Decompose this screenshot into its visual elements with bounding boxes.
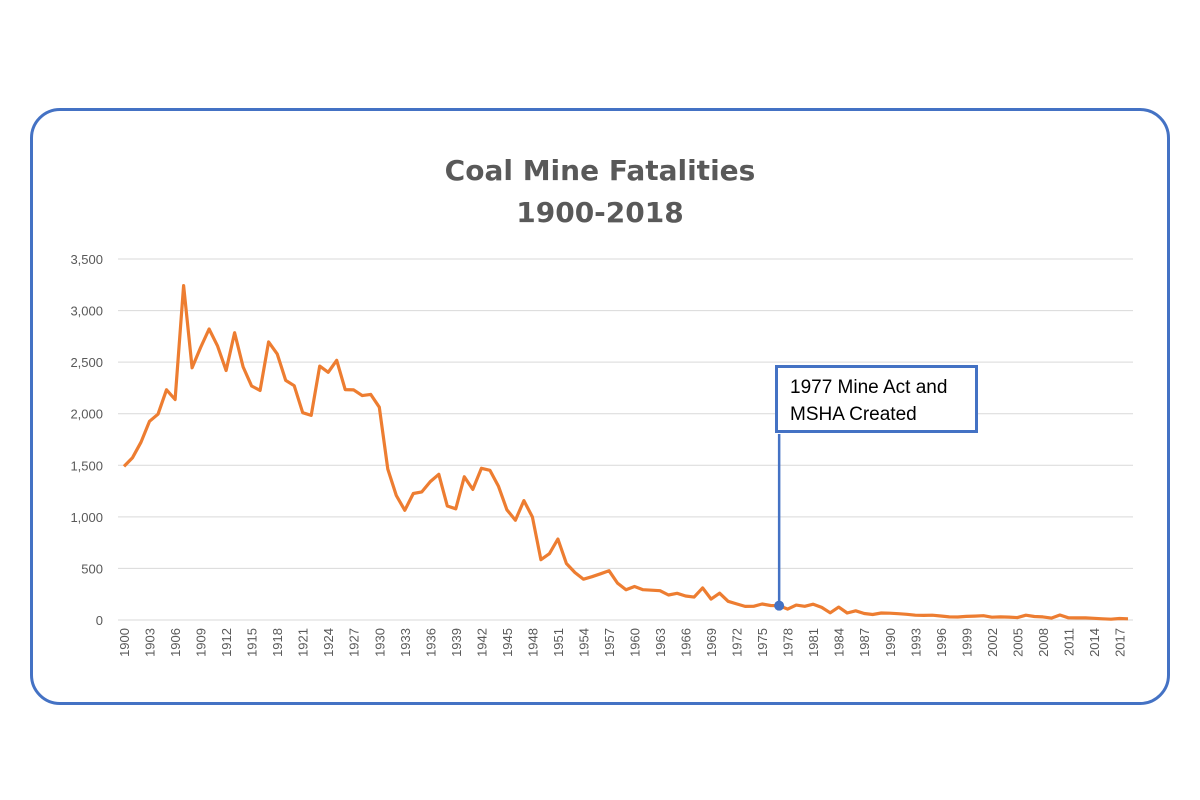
y-tick-label: 3,500 bbox=[70, 252, 103, 267]
chart-frame bbox=[30, 108, 1170, 705]
annotation-text-line1: 1977 Mine Act and bbox=[790, 377, 948, 398]
annotation-box: 1977 Mine Act and MSHA Created bbox=[775, 365, 978, 433]
x-tick-label: 1924 bbox=[321, 628, 336, 657]
x-tick-label: 1906 bbox=[168, 628, 183, 657]
y-tick-label: 0 bbox=[96, 613, 103, 628]
x-tick-label: 1909 bbox=[194, 628, 209, 657]
x-tick-label: 1957 bbox=[602, 628, 617, 657]
x-tick-label: 1951 bbox=[551, 628, 566, 657]
x-tick-label: 1945 bbox=[500, 628, 515, 657]
x-tick-label: 1960 bbox=[628, 628, 643, 657]
y-tick-label: 3,000 bbox=[70, 304, 103, 319]
x-tick-label: 1975 bbox=[755, 628, 770, 657]
x-tick-label: 1915 bbox=[245, 628, 260, 657]
y-tick-label: 2,000 bbox=[70, 407, 103, 422]
x-tick-label: 1933 bbox=[398, 628, 413, 657]
y-tick-label: 2,500 bbox=[70, 355, 103, 370]
x-tick-label: 2008 bbox=[1036, 628, 1051, 657]
x-tick-label: 2011 bbox=[1061, 628, 1076, 656]
x-tick-label: 1987 bbox=[857, 628, 872, 657]
y-tick-label: 1,500 bbox=[70, 458, 103, 473]
x-tick-label: 1930 bbox=[372, 628, 387, 657]
x-tick-label: 1903 bbox=[143, 628, 158, 657]
y-tick-label: 1,000 bbox=[70, 510, 103, 525]
x-tick-label: 1921 bbox=[296, 628, 311, 657]
annotation-marker bbox=[774, 600, 785, 611]
x-tick-label: 1966 bbox=[679, 628, 694, 657]
x-tick-label: 1981 bbox=[806, 628, 821, 657]
x-tick-label: 1927 bbox=[347, 628, 362, 657]
x-tick-label: 1936 bbox=[423, 628, 438, 657]
x-tick-label: 2017 bbox=[1112, 628, 1127, 657]
x-tick-label: 1954 bbox=[576, 628, 591, 657]
x-tick-label: 1996 bbox=[934, 628, 949, 657]
x-tick-label: 1963 bbox=[653, 628, 668, 657]
x-tick-label: 1912 bbox=[219, 628, 234, 657]
chart-title-line1: Coal Mine Fatalities bbox=[444, 154, 756, 187]
x-tick-label: 1993 bbox=[908, 628, 923, 657]
x-tick-label: 1999 bbox=[959, 628, 974, 657]
x-tick-label: 1969 bbox=[704, 628, 719, 657]
x-tick-label: 1948 bbox=[525, 628, 540, 657]
x-tick-label: 2005 bbox=[1010, 628, 1025, 657]
annotation-text-line2: MSHA Created bbox=[790, 404, 917, 425]
fatalities-line bbox=[122, 284, 1129, 621]
chart-title-line2: 1900-2018 bbox=[516, 196, 684, 229]
x-tick-label: 2014 bbox=[1087, 628, 1102, 657]
x-tick-label: 1972 bbox=[730, 628, 745, 657]
x-tick-label: 1918 bbox=[270, 628, 285, 657]
x-tick-label: 1942 bbox=[474, 628, 489, 657]
x-tick-label: 1990 bbox=[883, 628, 898, 657]
x-tick-label: 1900 bbox=[117, 628, 132, 657]
x-tick-label: 1984 bbox=[832, 628, 847, 657]
x-tick-label: 1939 bbox=[449, 628, 464, 657]
x-tick-label: 1978 bbox=[781, 628, 796, 657]
x-tick-label: 2002 bbox=[985, 628, 1000, 657]
y-tick-label: 500 bbox=[81, 561, 103, 576]
